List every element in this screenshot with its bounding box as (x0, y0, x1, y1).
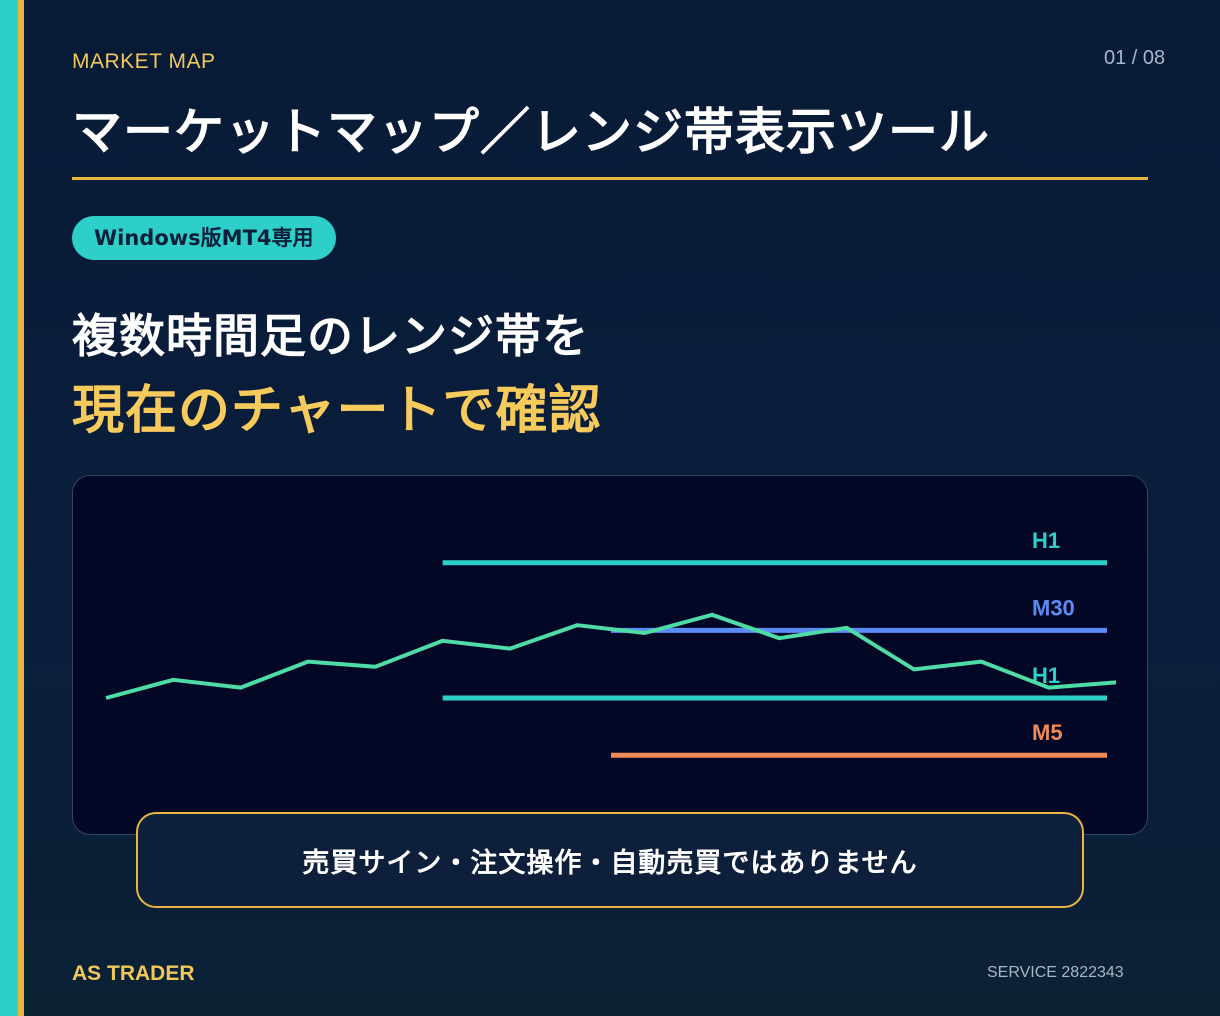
range-chart-panel: H1 M30 H1 M5 (72, 475, 1148, 835)
platform-badge: Windows版MT4専用 (72, 216, 336, 260)
headline-line-2: 現在のチャートで確認 (72, 381, 602, 441)
brand-name: AS TRADER (72, 962, 195, 985)
headline-line-1: 複数時間足のレンジ帯を (72, 309, 589, 363)
eyebrow-label: MARKET MAP (72, 50, 216, 73)
page-title: マーケットマップ／レンジ帯表示ツール (72, 103, 990, 161)
disclaimer-box: 売買サイン・注文操作・自動売買ではありません (136, 812, 1084, 908)
accent-bar-gold (18, 0, 24, 1016)
accent-bar-teal (0, 0, 18, 1016)
level-label-m5-3: M5 (1032, 720, 1063, 745)
page-indicator: 01 / 08 (1104, 47, 1166, 69)
title-divider (72, 177, 1148, 180)
price-line (105, 612, 1117, 700)
service-id: SERVICE 2822343 (987, 964, 1124, 981)
level-label-h1-0: H1 (1032, 528, 1060, 553)
level-label-m30-1: M30 (1032, 595, 1075, 620)
disclaimer-text: 売買サイン・注文操作・自動売買ではありません (302, 847, 918, 879)
